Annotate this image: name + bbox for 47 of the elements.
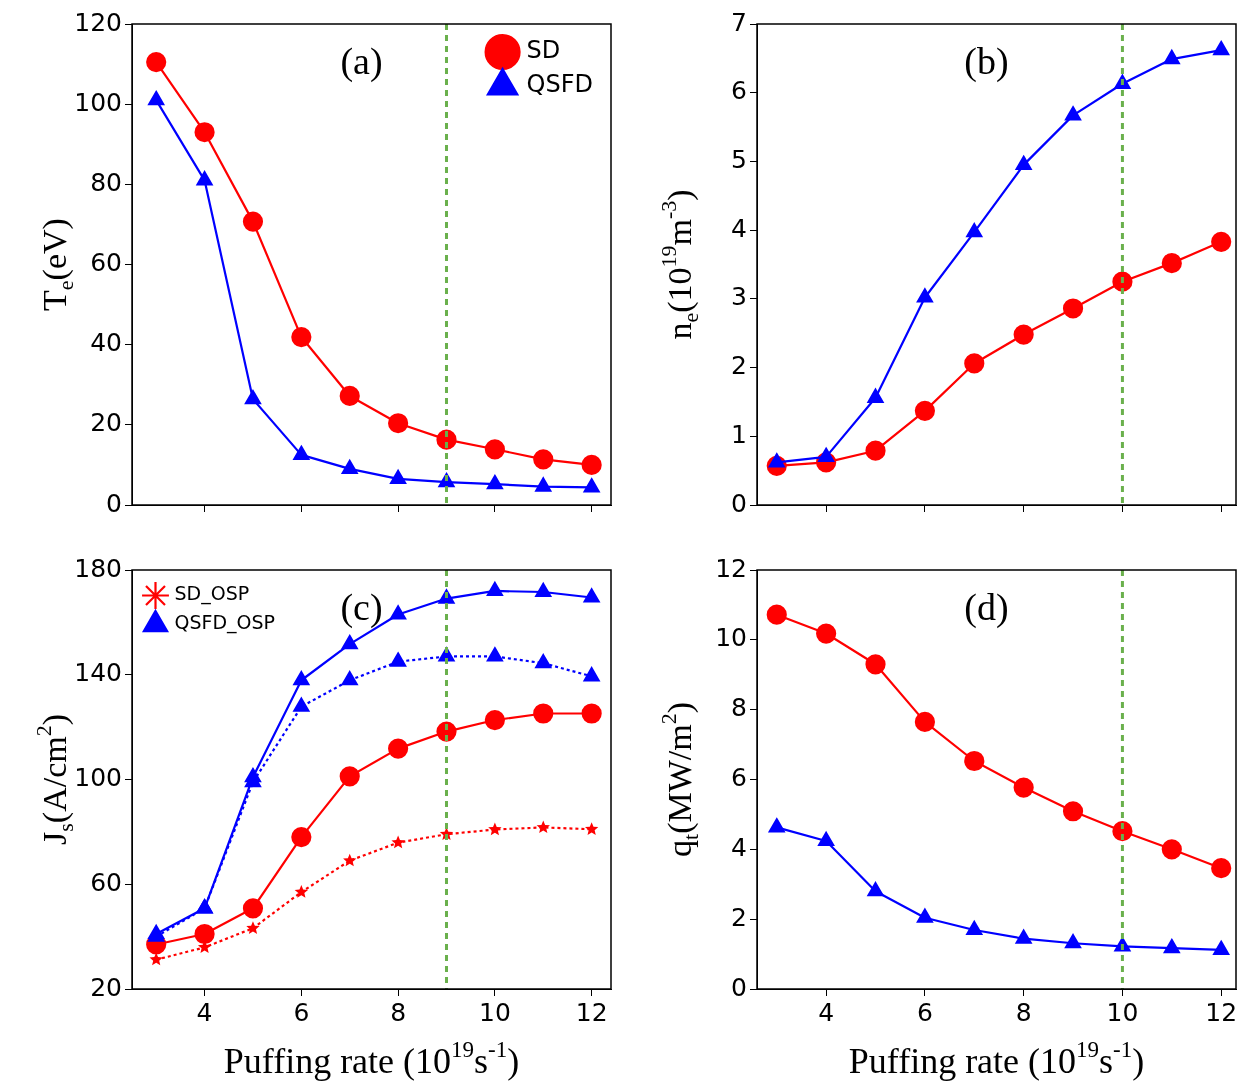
y-tick-label: 0 (106, 488, 122, 518)
legend-label: QSFD (526, 70, 594, 99)
y-tick-label: 1 (731, 419, 747, 449)
x-tick-label: 10 (1106, 997, 1139, 1027)
annotation: (b) (964, 39, 1009, 83)
y-axis-title: ne(1019m-3) (655, 189, 703, 340)
y-tick-label: 60 (90, 867, 122, 897)
y-tick-label: 0 (731, 972, 747, 1002)
y-tick-label: 2 (731, 351, 747, 381)
y-tick-label: 0 (731, 488, 747, 518)
annotation: (d) (964, 585, 1009, 629)
y-tick-label: 60 (90, 248, 122, 277)
x-tick-label: 6 (293, 997, 310, 1027)
y-tick-label: 2 (731, 902, 747, 932)
x-tick-label: 6 (916, 997, 933, 1027)
y-tick-label: 140 (74, 658, 122, 688)
x-tick-label: 4 (818, 997, 835, 1027)
annotation: (c) (340, 585, 383, 629)
y-tick-label: 20 (90, 408, 122, 438)
y-tick-label: 4 (731, 832, 747, 862)
y-tick-label: 8 (731, 693, 747, 723)
y-tick-label: 100 (74, 87, 122, 117)
y-tick-label: 5 (731, 144, 747, 174)
y-axis-title: qt(MW/m2) (655, 702, 703, 857)
y-tick-label: 20 (90, 972, 122, 1002)
y-tick-label: 120 (74, 7, 122, 37)
y-tick-label: 80 (90, 167, 122, 197)
y-tick-label: 12 (715, 553, 747, 583)
x-tick-label: 8 (390, 997, 407, 1027)
x-tick-label: 8 (1015, 997, 1032, 1027)
y-tick-label: 10 (715, 623, 747, 653)
y-tick-label: 180 (74, 553, 122, 583)
legend-label: QSFD_OSP (174, 611, 276, 635)
x-tick-label: 4 (196, 997, 213, 1027)
legend-label: SD_OSP (174, 582, 250, 606)
y-tick-label: 4 (731, 213, 747, 243)
y-tick-label: 3 (731, 282, 747, 312)
y-tick-label: 7 (731, 7, 747, 37)
x-tick-label: 12 (1205, 997, 1238, 1027)
annotation: (a) (340, 39, 383, 83)
y-tick-label: 6 (731, 763, 747, 792)
x-tick-label: 10 (478, 997, 511, 1027)
y-tick-label: 6 (731, 76, 747, 106)
legend-label: SD (526, 36, 561, 65)
y-tick-label: 40 (90, 328, 122, 358)
x-tick-label: 12 (575, 997, 608, 1027)
y-axis-title: Te(eV) (35, 218, 78, 311)
